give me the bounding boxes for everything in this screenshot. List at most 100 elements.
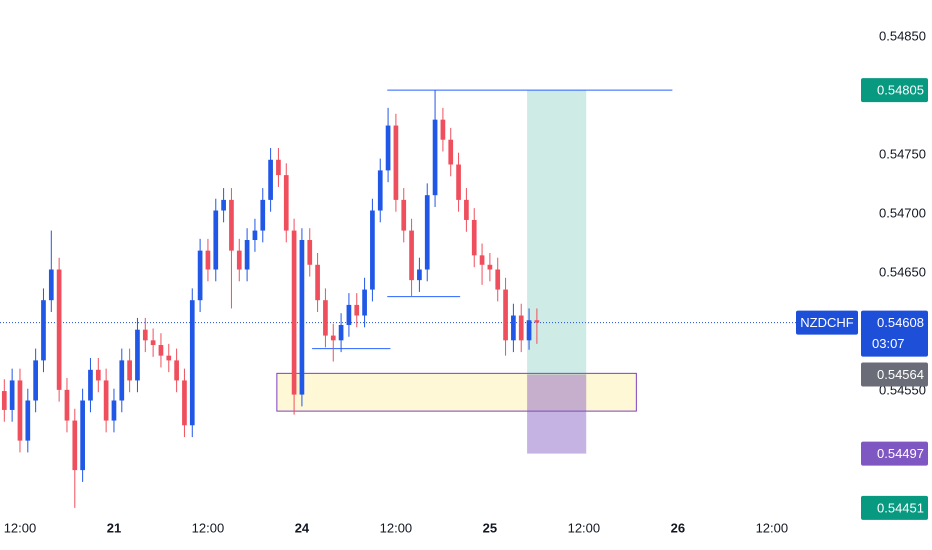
candle-body: [64, 389, 70, 421]
zone: [527, 90, 587, 375]
candle-body: [80, 400, 85, 471]
candle-body: [213, 210, 219, 270]
candle-body: [252, 230, 258, 241]
candle-body: [424, 195, 430, 270]
candle-body: [471, 219, 477, 256]
candle-body: [33, 360, 38, 401]
candle-body: [346, 304, 352, 325]
price-badge: [861, 78, 928, 103]
x-tick-label: 12:00: [380, 520, 413, 535]
candle-body: [119, 360, 125, 401]
candle-body: [370, 210, 375, 290]
price-badge: [861, 495, 928, 520]
candle-body: [174, 360, 179, 381]
candle-body: [283, 175, 289, 231]
x-tick-label: 25: [483, 520, 497, 535]
time-axis-background: [0, 512, 858, 550]
y-tick-label: 0.54850: [879, 28, 926, 43]
candle-body: [17, 380, 23, 441]
candle-body: [236, 250, 242, 270]
candle-body: [48, 269, 54, 301]
price-badge-label: 0.54805: [877, 83, 924, 98]
candle-body: [9, 380, 15, 410]
candle-body: [330, 335, 336, 341]
candle-body: [354, 304, 360, 316]
candle-body: [166, 355, 172, 361]
candle-body: [291, 230, 297, 395]
candle-body: [338, 324, 344, 341]
symbol-label: NZDCHF: [800, 315, 853, 330]
candle-body: [268, 159, 273, 200]
price-badge: [861, 441, 928, 466]
candle-body: [244, 240, 250, 270]
candle-body: [88, 369, 93, 401]
candle-body: [464, 199, 469, 220]
symbol-badge: [796, 310, 858, 335]
candle-body: [41, 300, 46, 361]
candle-body: [448, 139, 454, 165]
x-tick-label: 12:00: [568, 520, 601, 535]
candle-body: [189, 300, 195, 426]
x-tick-label: 21: [107, 520, 121, 535]
x-tick-label: 26: [671, 520, 685, 535]
candle-body: [440, 119, 446, 140]
candle-body: [534, 320, 540, 323]
candle-body: [95, 369, 101, 381]
candle-body: [503, 289, 508, 341]
candle-body: [377, 170, 383, 211]
candle-body: [229, 199, 234, 251]
candle-body: [401, 199, 407, 231]
candle-body: [385, 125, 391, 171]
candle-body: [221, 199, 226, 211]
candle-body: [299, 240, 305, 395]
price-badge: [861, 362, 928, 387]
current-price-badge: [861, 310, 928, 357]
candle-body: [479, 255, 485, 265]
countdown-label: 03:07: [872, 336, 905, 351]
candle-body: [56, 269, 62, 390]
candle-body: [72, 420, 78, 471]
candle-body: [135, 329, 140, 381]
zone: [276, 372, 637, 412]
candle-body: [511, 315, 516, 341]
x-tick-label: 12:00: [192, 520, 225, 535]
candle-body: [103, 380, 109, 421]
candle-body: [456, 164, 461, 200]
y-tick-label: 0.54650: [879, 264, 926, 279]
candle-body: [518, 315, 524, 341]
candle-body: [307, 240, 313, 265]
candle-body: [260, 199, 266, 231]
candle-body: [182, 380, 187, 426]
candle-body: [150, 340, 156, 346]
candle-body: [526, 320, 532, 341]
y-tick-label: 0.54700: [879, 205, 926, 220]
candle-body: [362, 289, 367, 316]
current-price-label: 0.54608: [877, 315, 924, 330]
x-tick-label: 24: [295, 520, 310, 535]
candle-body: [315, 264, 320, 301]
candle-body: [142, 329, 148, 341]
price-badge-label: 0.54497: [877, 446, 924, 461]
candle-body: [409, 230, 414, 281]
candle-body: [432, 119, 438, 196]
candle-body: [197, 250, 203, 301]
candle-body: [393, 125, 399, 200]
candle-body: [111, 400, 117, 421]
candle-body: [127, 360, 132, 381]
candle-body: [417, 269, 422, 281]
price-badge-label: 0.54564: [877, 367, 924, 382]
zone: [527, 374, 587, 454]
candle-body: [205, 250, 211, 270]
candle-body: [158, 345, 164, 356]
x-tick-label: 12:00: [4, 520, 37, 535]
candle-body: [276, 159, 281, 176]
candle-body: [1, 391, 7, 410]
x-tick-label: 12:00: [756, 520, 789, 535]
candle-body: [495, 269, 501, 290]
candle-body: [25, 400, 31, 441]
price-badge-label: 0.54451: [877, 500, 924, 515]
candle-body: [323, 300, 328, 336]
candle-body: [487, 264, 493, 270]
y-tick-label: 0.54750: [879, 146, 926, 161]
